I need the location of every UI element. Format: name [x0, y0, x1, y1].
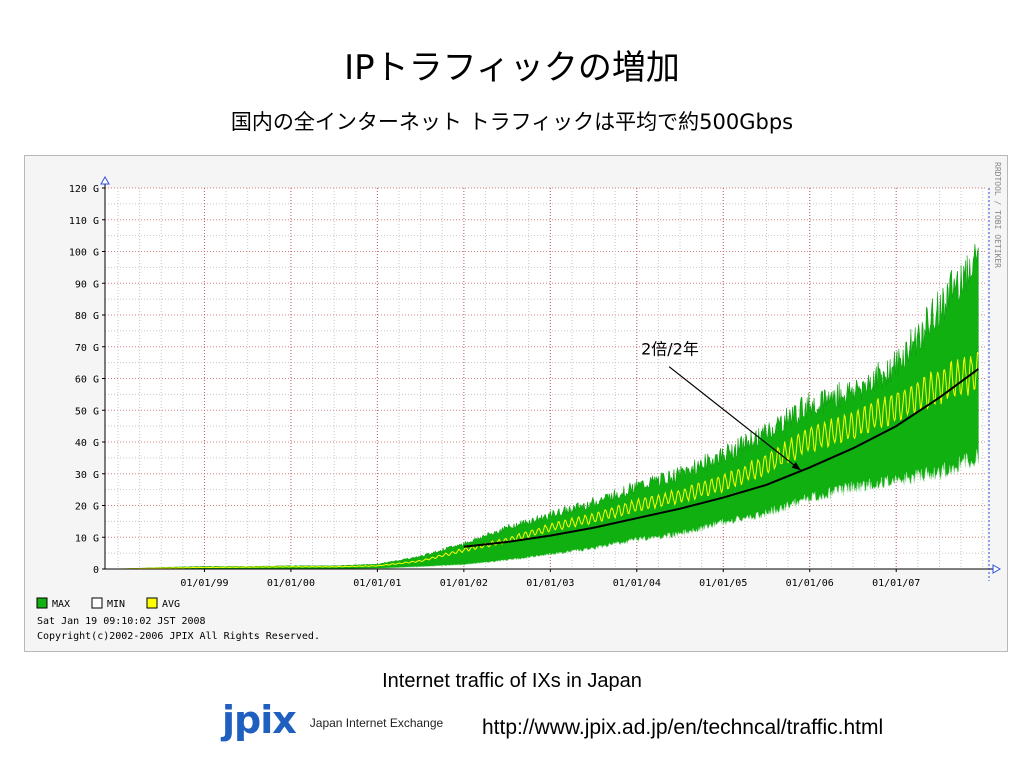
- chart-axes: [100, 175, 1002, 581]
- series-avg-line: [117, 352, 979, 570]
- x-tick-label: 01/01/02: [440, 578, 488, 589]
- x-tick-label: 01/01/06: [786, 578, 834, 589]
- y-tick-label: 30 G: [75, 470, 99, 481]
- slide-title: IPトラフィックの増加: [344, 48, 680, 88]
- x-tick-label: 01/01/00: [267, 578, 315, 589]
- annotation-label: 2倍/2年: [641, 340, 699, 359]
- y-tick-label: 40 G: [75, 438, 99, 449]
- legend-label: MAX: [52, 599, 70, 610]
- legend-swatch: [146, 597, 158, 609]
- annotation-group: 2倍/2年: [641, 340, 802, 472]
- chart-caption: Internet traffic of IXs in Japan: [382, 670, 642, 692]
- slide-subtitle: 国内の全インターネット トラフィックは平均で約500Gbps: [230, 110, 794, 134]
- logo-mark-text: jpix: [222, 698, 297, 742]
- y-tick-label: 0: [93, 565, 99, 576]
- traffic-chart: 0 10 G 20 G 30 G 40 G 50 G 60 G 70 G 80 G 90 G 100…: [24, 155, 1008, 652]
- x-axis-ticks: 01/01/99 01/01/00 01/01/01 01/01/02 01/01/03…: [180, 569, 920, 589]
- y-axis-arrow: [100, 175, 110, 185]
- y-tick-label: 70 G: [75, 343, 99, 354]
- x-tick-label: 01/01/03: [526, 578, 574, 589]
- chart-legend: MAX MIN AVG: [36, 597, 180, 610]
- y-tick-label: 10 G: [75, 533, 99, 544]
- logo-tagline: Japan Internet Exchange: [309, 716, 444, 730]
- chart-timestamp: Sat Jan 19 09:10:02 JST 2008: [37, 616, 206, 627]
- x-tick-label: 01/01/99: [180, 578, 228, 589]
- trend-line-group: [463, 368, 979, 548]
- y-tick-label: 110 G: [69, 216, 99, 227]
- y-tick-label: 100 G: [69, 248, 99, 259]
- annotation-arrow: [668, 366, 802, 472]
- x-tick-label: 01/01/07: [872, 578, 920, 589]
- jpix-logo-mark: jpix: [222, 698, 297, 742]
- annotation-arrowhead: [791, 462, 802, 471]
- x-tick-label: 01/01/05: [699, 578, 747, 589]
- y-tick-label: 20 G: [75, 502, 99, 513]
- trend-line: [463, 368, 979, 548]
- chart-grid: [105, 187, 987, 570]
- y-tick-label: 50 G: [75, 406, 99, 417]
- y-tick-label: 120 G: [69, 184, 99, 195]
- source-url: http://www.jpix.ad.jp/en/techncal/traffi…: [482, 716, 884, 739]
- y-tick-label: 60 G: [75, 375, 99, 386]
- x-tick-label: 01/01/04: [613, 578, 661, 589]
- jpix-logo: jpix Japan Internet Exchange: [222, 698, 444, 742]
- y-tick-label: 90 G: [75, 279, 99, 290]
- y-tick-label: 80 G: [75, 311, 99, 322]
- rrdtool-side-label: RRDTOOL / TOBI OETIKER: [993, 162, 1002, 268]
- x-axis-arrow: [992, 564, 1002, 574]
- y-axis-ticks: 0 10 G 20 G 30 G 40 G 50 G 60 G 70 G 80 G 90 G 100…: [69, 184, 105, 576]
- chart-copyright: Copyright(c)2002-2006 JPIX All Rights Re…: [37, 631, 320, 642]
- x-tick-label: 01/01/01: [353, 578, 401, 589]
- legend-swatch: [36, 597, 48, 609]
- legend-label: AVG: [162, 599, 180, 610]
- chart-areas: [117, 244, 979, 570]
- chart-svg: 0 10 G 20 G 30 G 40 G 50 G 60 G 70 G 80 G 90 G 100…: [36, 162, 1002, 642]
- legend-label: MIN: [107, 599, 125, 610]
- legend-swatch: [91, 597, 103, 609]
